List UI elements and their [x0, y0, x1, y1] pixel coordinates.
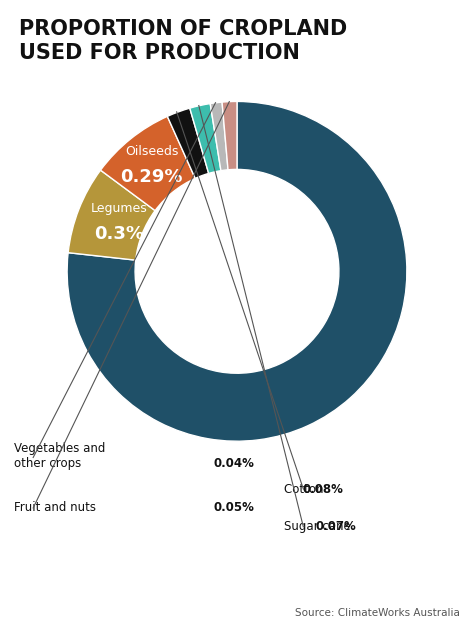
Wedge shape: [167, 108, 209, 179]
Wedge shape: [100, 116, 195, 211]
Text: Cereals: Cereals: [178, 200, 229, 214]
Text: PROPORTION OF CROPLAND
USED FOR PRODUCTION: PROPORTION OF CROPLAND USED FOR PRODUCTI…: [19, 19, 347, 63]
Text: Sugar cane: Sugar cane: [284, 521, 355, 533]
Text: 0.07%: 0.07%: [315, 521, 356, 533]
Text: Source: ClimateWorks Australia: Source: ClimateWorks Australia: [295, 608, 460, 618]
Text: Legumes: Legumes: [91, 201, 147, 215]
Text: other crops: other crops: [14, 457, 85, 470]
Wedge shape: [210, 102, 228, 170]
Text: Vegetables and: Vegetables and: [14, 442, 106, 454]
Wedge shape: [67, 102, 407, 441]
Wedge shape: [222, 102, 237, 170]
Text: Fruit and nuts: Fruit and nuts: [14, 502, 100, 514]
Wedge shape: [68, 170, 155, 260]
Wedge shape: [190, 103, 221, 174]
Text: 2.74%: 2.74%: [178, 230, 259, 254]
Text: 0.08%: 0.08%: [303, 483, 344, 495]
Text: Oilseeds: Oilseeds: [125, 145, 179, 158]
Text: 0.3%: 0.3%: [94, 225, 144, 242]
Text: Cotton: Cotton: [284, 483, 328, 495]
Text: 0.05%: 0.05%: [213, 502, 254, 514]
Text: 0.04%: 0.04%: [213, 457, 254, 470]
Text: 0.29%: 0.29%: [120, 168, 183, 186]
